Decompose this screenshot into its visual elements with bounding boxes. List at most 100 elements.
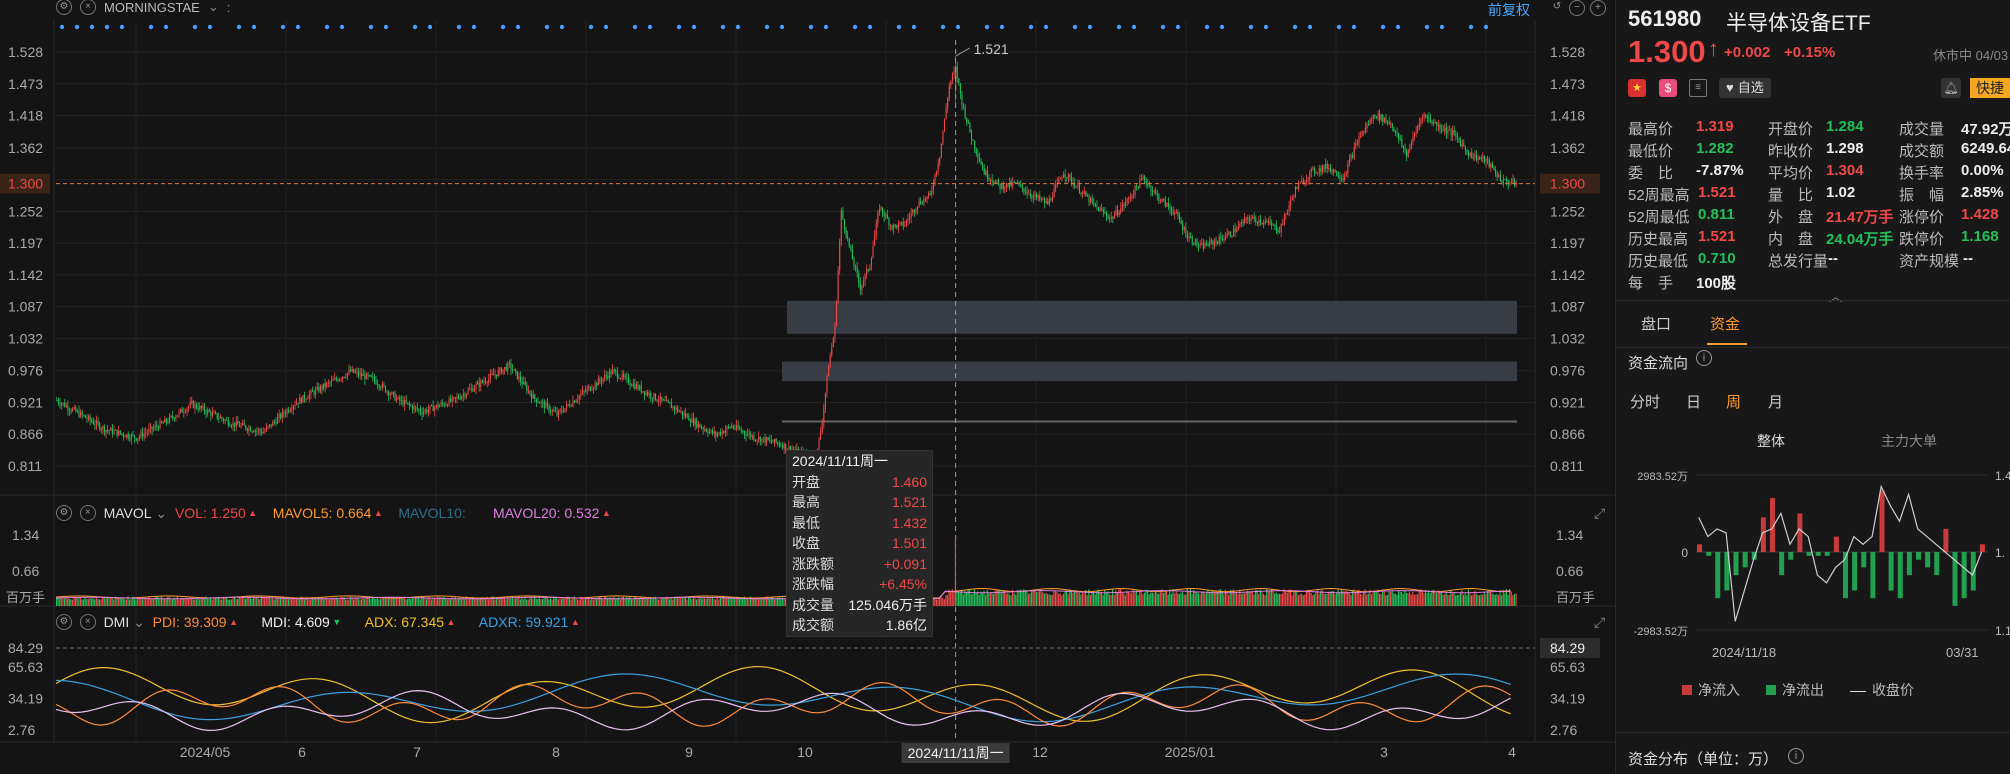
- settings-icon[interactable]: ⚙: [56, 614, 72, 630]
- event-marker[interactable]: [192, 24, 198, 30]
- event-marker[interactable]: [867, 24, 873, 30]
- event-marker[interactable]: [251, 24, 257, 30]
- event-marker[interactable]: [647, 24, 653, 30]
- event-marker[interactable]: [89, 24, 95, 30]
- indicator-name[interactable]: MORNINGSTAE: [104, 0, 200, 15]
- period-tab[interactable]: 分时: [1630, 394, 1661, 411]
- event-marker[interactable]: [984, 24, 990, 30]
- adjust-button[interactable]: 前复权: [1488, 2, 1530, 18]
- event-marker[interactable]: [515, 24, 521, 30]
- quick-trade-button[interactable]: 快捷: [1970, 78, 2010, 98]
- event-marker[interactable]: [1439, 24, 1445, 30]
- event-marker[interactable]: [339, 24, 345, 30]
- event-marker[interactable]: [911, 24, 917, 30]
- event-marker[interactable]: [1204, 24, 1210, 30]
- event-marker[interactable]: [427, 24, 433, 30]
- event-marker[interactable]: [1072, 24, 1078, 30]
- event-marker[interactable]: [1395, 24, 1401, 30]
- event-marker[interactable]: [852, 24, 858, 30]
- event-marker[interactable]: [735, 24, 741, 30]
- event-marker[interactable]: [1351, 24, 1357, 30]
- event-marker[interactable]: [1263, 24, 1269, 30]
- event-marker[interactable]: [104, 24, 110, 30]
- event-marker[interactable]: [764, 24, 770, 30]
- event-marker[interactable]: [1219, 24, 1225, 30]
- event-marker[interactable]: [280, 24, 286, 30]
- event-marker[interactable]: [412, 24, 418, 30]
- event-marker[interactable]: [500, 24, 506, 30]
- volume-bars[interactable]: [56, 539, 1517, 606]
- tab-orderbook[interactable]: 盘口: [1641, 316, 1672, 333]
- kline-chart-area[interactable]: ⚙ × MORNINGSTAE ⌄ : 前复权 ↺ − + 1.528 1.528…: [0, 0, 1615, 774]
- period-tab[interactable]: 月: [1768, 394, 1784, 411]
- event-marker[interactable]: [1292, 24, 1298, 30]
- dmi-indicator-name[interactable]: DMI: [103, 614, 130, 630]
- event-marker[interactable]: [632, 24, 638, 30]
- event-marker[interactable]: [1483, 24, 1489, 30]
- info-icon[interactable]: i: [1696, 350, 1712, 366]
- event-marker[interactable]: [779, 24, 785, 30]
- subtab-main-large[interactable]: 主力大单: [1881, 433, 1937, 449]
- event-marker[interactable]: [1424, 24, 1430, 30]
- volume-indicator-name[interactable]: MAVOL: [103, 505, 152, 521]
- close-icon[interactable]: ×: [79, 614, 96, 630]
- event-marker[interactable]: [163, 24, 169, 30]
- event-marker[interactable]: [691, 24, 697, 30]
- event-marker[interactable]: [823, 24, 829, 30]
- candles[interactable]: [56, 56, 1517, 469]
- info-icon[interactable]: i: [1788, 748, 1804, 764]
- close-icon[interactable]: ×: [79, 505, 96, 521]
- period-tab[interactable]: 日: [1686, 394, 1702, 411]
- event-marker[interactable]: [383, 24, 389, 30]
- note-icon[interactable]: ≡: [1689, 79, 1707, 97]
- event-marker[interactable]: [1248, 24, 1254, 30]
- event-marker[interactable]: [59, 24, 65, 30]
- add-watchlist-button[interactable]: ♥ 自选: [1719, 78, 1771, 98]
- event-marker[interactable]: [119, 24, 125, 30]
- event-marker[interactable]: [544, 24, 550, 30]
- settings-icon[interactable]: ⚙: [56, 505, 72, 521]
- undo-icon[interactable]: ↺: [1552, 1, 1562, 12]
- subtab-whole[interactable]: 整体: [1757, 433, 1785, 449]
- event-marker[interactable]: [148, 24, 154, 30]
- event-marker[interactable]: [1116, 24, 1122, 30]
- event-marker[interactable]: [588, 24, 594, 30]
- event-marker[interactable]: [999, 24, 1005, 30]
- chevron-down-icon[interactable]: ⌄: [207, 0, 219, 14]
- event-marker[interactable]: [940, 24, 946, 30]
- close-icon[interactable]: ×: [80, 0, 96, 15]
- event-marker[interactable]: [471, 24, 477, 30]
- event-marker[interactable]: [1131, 24, 1137, 30]
- period-tab[interactable]: 周: [1726, 394, 1742, 411]
- event-marker[interactable]: [1175, 24, 1181, 30]
- event-marker[interactable]: [603, 24, 609, 30]
- event-marker[interactable]: [559, 24, 565, 30]
- event-marker[interactable]: [1380, 24, 1386, 30]
- expand-icon[interactable]: ⤢: [1594, 614, 1606, 630]
- event-marker[interactable]: [1307, 24, 1313, 30]
- event-marker[interactable]: [1160, 24, 1166, 30]
- chevron-down-icon[interactable]: ⌄: [129, 613, 153, 630]
- event-marker[interactable]: [955, 24, 961, 30]
- event-marker[interactable]: [324, 24, 330, 30]
- event-marker[interactable]: [720, 24, 726, 30]
- event-marker[interactable]: [1043, 24, 1049, 30]
- chevron-down-icon[interactable]: ⌄: [151, 504, 175, 521]
- event-marker[interactable]: [368, 24, 374, 30]
- event-marker[interactable]: [74, 24, 80, 30]
- event-marker[interactable]: [676, 24, 682, 30]
- tag-icon[interactable]: $: [1659, 79, 1677, 97]
- event-marker[interactable]: [808, 24, 814, 30]
- tab-funds[interactable]: 资金: [1710, 316, 1741, 333]
- event-marker[interactable]: [1087, 24, 1093, 30]
- event-marker[interactable]: [295, 24, 301, 30]
- settings-icon[interactable]: ⚙: [56, 0, 72, 15]
- support-zone[interactable]: [787, 300, 1517, 334]
- event-marker[interactable]: [1336, 24, 1342, 30]
- event-marker[interactable]: [456, 24, 462, 30]
- expand-icon[interactable]: ⤢: [1594, 505, 1606, 521]
- event-marker[interactable]: [236, 24, 242, 30]
- event-marker[interactable]: [1468, 24, 1474, 30]
